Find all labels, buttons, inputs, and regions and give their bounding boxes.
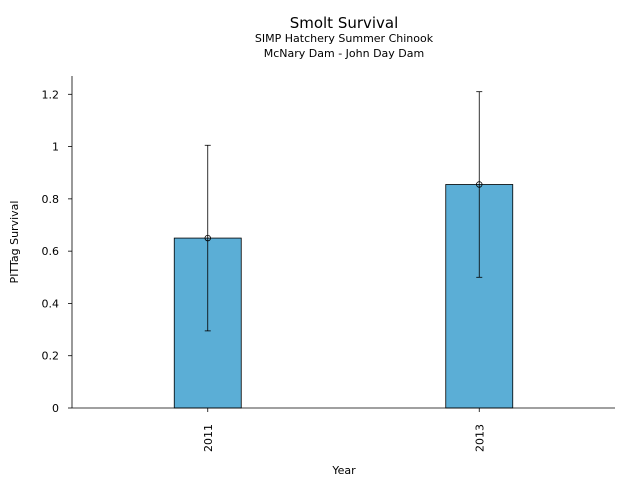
- y-tick-label: 1: [52, 141, 59, 154]
- point-marker-2011: [204, 234, 211, 242]
- y-tick-label: 0.6: [42, 245, 60, 258]
- y-tick-label: 0.8: [42, 193, 60, 206]
- y-tick-label: 0.4: [42, 297, 60, 310]
- y-tick-label: 0: [52, 402, 59, 415]
- chart-subtitle-line-2: McNary Dam - John Day Dam: [264, 47, 424, 60]
- x-tick-label: 2013: [473, 424, 486, 452]
- plot-area: 0 0.2 0.4 0.6 0.8 1 1.2 2011 2013: [42, 76, 615, 452]
- x-axis-label: Year: [331, 464, 356, 477]
- chart-title: Smolt Survival: [290, 14, 399, 32]
- y-tick-label: 1.2: [42, 88, 60, 101]
- point-marker-2013: [476, 181, 483, 188]
- y-tick-label: 0.2: [42, 350, 60, 363]
- x-tick-label: 2011: [202, 424, 215, 452]
- y-axis-label: PITTag Survival: [8, 201, 21, 284]
- chart-subtitle-line-1: SIMP Hatchery Summer Chinook: [255, 32, 434, 45]
